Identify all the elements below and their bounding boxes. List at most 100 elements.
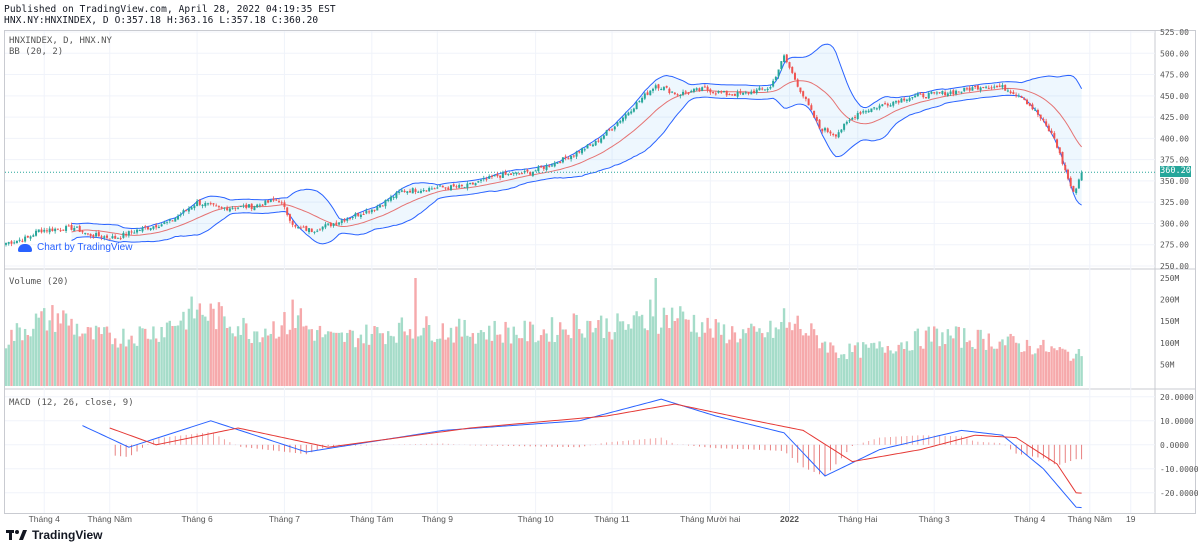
volume-bar	[242, 317, 245, 386]
volume-bar	[335, 332, 338, 386]
last-price-badge: 360.20	[1160, 166, 1191, 177]
volume-bar	[433, 342, 436, 386]
candle-body	[54, 228, 57, 232]
candle-body	[851, 117, 854, 120]
candle-body	[591, 144, 594, 147]
volume-bar	[834, 352, 838, 386]
volume-bar	[1061, 348, 1064, 386]
candle-body	[965, 88, 968, 90]
volume-bar	[954, 326, 958, 386]
candle-body	[998, 85, 1001, 87]
volume-bar	[154, 338, 158, 386]
volume-bar	[212, 308, 215, 386]
candle-body	[340, 220, 343, 223]
time-tick-label: Tháng 9	[422, 514, 453, 524]
volume-bar	[810, 323, 813, 386]
volume-bar	[64, 313, 68, 386]
volume-bar	[889, 350, 892, 386]
volume-bar	[892, 353, 895, 386]
candle-body	[605, 130, 608, 136]
volume-bar	[613, 332, 616, 386]
volume-bar	[1074, 353, 1078, 386]
volume-bar	[550, 317, 554, 386]
volume-tick-label: 50M	[1160, 360, 1175, 369]
candle-body	[589, 144, 592, 146]
volume-bar	[299, 308, 303, 386]
candle-body	[1047, 125, 1050, 132]
volume-bar	[468, 336, 472, 386]
volume-bar	[1014, 342, 1018, 386]
candle-body	[755, 89, 758, 94]
volume-bar	[223, 316, 226, 386]
volume-bar	[635, 311, 638, 386]
candle-body	[422, 190, 425, 192]
candle-body	[597, 140, 600, 142]
candle-body	[788, 62, 791, 68]
macd-tick-label: -20.0000	[1160, 489, 1199, 498]
volume-bar	[815, 335, 819, 386]
volume-bar	[875, 348, 879, 386]
volume-bar	[12, 340, 16, 386]
volume-bar	[182, 311, 185, 386]
volume-bar	[490, 340, 494, 386]
volume-bar	[32, 328, 35, 386]
volume-bar	[971, 346, 974, 386]
volume-bar	[676, 318, 679, 386]
candle-body	[1006, 90, 1009, 92]
tradingview-watermark[interactable]: Chart by TradingView	[18, 242, 132, 253]
candle-body	[810, 105, 813, 110]
candle-body	[335, 222, 338, 225]
volume-bar	[310, 329, 313, 386]
price-tick-label: 375.00	[1160, 156, 1189, 165]
candle-body	[460, 185, 463, 187]
time-tick-label: 2022	[780, 514, 799, 524]
volume-bar	[640, 314, 644, 386]
volume-bar	[905, 341, 909, 386]
volume-bar	[294, 328, 297, 386]
candle-body	[1061, 151, 1064, 164]
candle-body	[706, 86, 709, 91]
volume-bar	[174, 325, 177, 386]
volume-bar	[711, 337, 715, 386]
candle-body	[73, 227, 76, 231]
candle-body	[701, 87, 704, 91]
volume-bar	[911, 350, 914, 386]
volume-bar	[81, 333, 84, 386]
volume-bar	[698, 336, 701, 386]
candle-body	[1023, 98, 1026, 100]
candle-body	[447, 187, 450, 190]
volume-bar	[18, 327, 21, 386]
candle-body	[13, 242, 16, 244]
candle-body	[1034, 109, 1037, 111]
volume-bar	[70, 318, 73, 386]
tradingview-logo[interactable]: TradingView	[6, 528, 102, 542]
volume-bar	[152, 326, 155, 386]
volume-bar	[908, 350, 911, 386]
candle-body	[1045, 121, 1048, 126]
volume-tick-label: 250M	[1160, 274, 1179, 283]
candle-body	[1017, 95, 1020, 97]
volume-bar	[1077, 349, 1081, 386]
candle-body	[542, 166, 545, 169]
candle-body	[133, 232, 136, 234]
volume-bar	[629, 328, 633, 386]
candle-body	[190, 207, 193, 210]
volume-bar	[94, 325, 98, 386]
candle-body	[149, 228, 152, 230]
candle-body	[501, 172, 504, 178]
candle-body	[791, 66, 794, 73]
volume-bar	[392, 336, 395, 386]
brand-name: TradingView	[32, 528, 103, 542]
watermark-text: Chart by TradingView	[37, 242, 133, 253]
volume-bar	[979, 329, 982, 386]
candle-body	[291, 221, 294, 225]
candle-body	[389, 196, 392, 201]
candle-body	[785, 54, 788, 63]
volume-bar	[1023, 351, 1026, 386]
volume-bar	[367, 344, 371, 386]
volume-bar	[739, 338, 742, 386]
chart-frame[interactable]	[4, 30, 1196, 514]
volume-bar	[922, 348, 925, 386]
volume-bar	[105, 326, 109, 386]
